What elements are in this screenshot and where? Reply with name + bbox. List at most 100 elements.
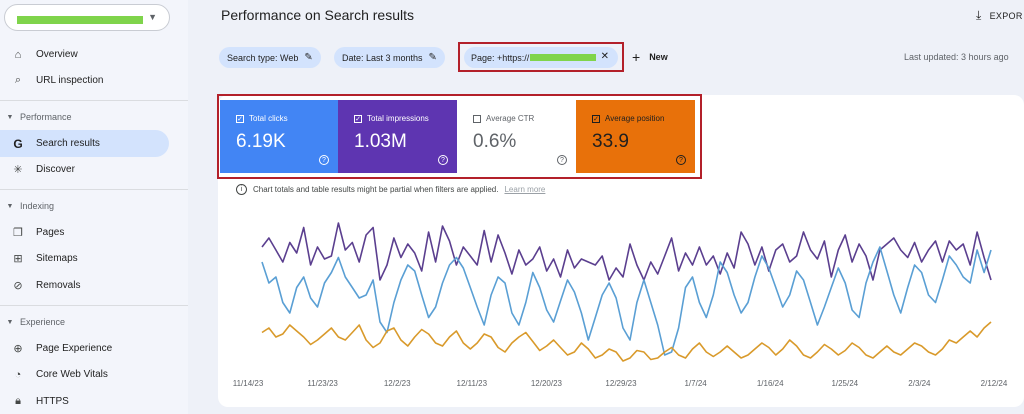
section-indexing[interactable]: ▼ Indexing: [0, 201, 55, 211]
highlight-box-metrics: [217, 94, 702, 179]
nav-label: URL inspection: [36, 75, 104, 86]
metric-value: 0.6%: [473, 131, 517, 152]
divider: [0, 100, 188, 101]
series-line-total-impressions: [261, 222, 992, 281]
metric-total-clicks[interactable]: ✓ Total clicks 6.19K ?: [220, 100, 338, 173]
x-tick-label: 11/23/23: [307, 379, 338, 388]
metric-average-ctr[interactable]: Average CTR 0.6% ?: [457, 100, 576, 173]
nav-overview[interactable]: ⌂ Overview: [0, 41, 169, 68]
sitemap-icon: ⊞: [13, 253, 23, 265]
metric-label: Average CTR: [486, 114, 535, 123]
nav-url-inspection[interactable]: ⌕ URL inspection: [0, 67, 169, 94]
metric-value: 1.03M: [354, 131, 407, 152]
x-tick-label: 2/12/24: [981, 379, 1008, 388]
section-performance[interactable]: ▼ Performance: [0, 112, 72, 122]
info-icon: i: [236, 184, 247, 195]
series-line-total-clicks: [261, 246, 992, 356]
nav-label: Core Web Vitals: [36, 369, 108, 380]
nav-pages[interactable]: ❐ Pages: [0, 219, 169, 246]
checkbox-checked-icon[interactable]: ✓: [592, 114, 600, 123]
metric-total-impressions[interactable]: ✓ Total impressions 1.03M ?: [338, 100, 457, 173]
sidebar: ▼ ⌂ Overview ⌕ URL inspection ▼ Performa…: [0, 0, 188, 414]
highlight-box-page-filter: Page: +https:// ✕: [458, 42, 624, 72]
export-label: EXPOR: [989, 10, 1023, 21]
nav-https[interactable]: 🔒︎ HTTPS: [0, 388, 169, 414]
nav-search-results[interactable]: G Search results: [0, 130, 169, 157]
collapse-icon: ▼: [6, 318, 14, 326]
checkbox-unchecked-icon[interactable]: [473, 114, 481, 123]
help-icon[interactable]: ?: [676, 155, 686, 165]
filter-date[interactable]: Date: Last 3 months ✎: [334, 47, 445, 68]
nav-removals[interactable]: ⊘ Removals: [0, 272, 169, 299]
nav-label: Removals: [36, 280, 81, 291]
x-tick-label: 12/2/23: [384, 379, 411, 388]
nav-sitemaps[interactable]: ⊞ Sitemaps: [0, 245, 169, 272]
gauge-icon: ◔: [14, 368, 22, 381]
metric-label: Total clicks: [249, 114, 288, 123]
google-g-icon: G: [13, 136, 23, 151]
new-label: New: [649, 52, 668, 62]
nav-core-web-vitals[interactable]: ◔ Core Web Vitals: [0, 361, 169, 388]
filter-page[interactable]: Page: +https:// ✕: [464, 47, 618, 68]
section-title: Experience: [20, 317, 66, 327]
performance-line-chart: 11/14/23 11/23/23 12/2/23 12/11/23 12/20/23 1…: [233, 222, 1008, 388]
help-icon[interactable]: ?: [319, 155, 329, 165]
metric-header: ✓ Average position: [592, 114, 695, 123]
section-title: Indexing: [20, 201, 55, 211]
x-tick-label: 12/11/23: [457, 379, 488, 388]
download-icon: ⤓: [976, 8, 982, 22]
series-line-average-position: [261, 321, 992, 362]
x-tick-label: 1/25/24: [831, 379, 858, 388]
metric-value: 6.19K: [236, 131, 286, 152]
close-icon[interactable]: ✕: [600, 51, 609, 62]
metric-value: 33.9: [592, 131, 629, 152]
asterisk-icon: ✳: [13, 164, 23, 176]
help-icon[interactable]: ?: [438, 155, 448, 165]
dropdown-caret-icon: ▼: [148, 12, 157, 22]
nav-label: Page Experience: [36, 343, 113, 354]
filter-search-type[interactable]: Search type: Web ✎: [219, 47, 321, 68]
collapse-icon: ▼: [6, 113, 14, 121]
x-tick-label: 12/29/23: [605, 379, 637, 388]
nav-label: Overview: [36, 49, 78, 60]
removals-icon: ⊘: [13, 280, 23, 292]
x-tick-label: 1/7/24: [684, 379, 707, 388]
page-title: Performance on Search results: [221, 7, 414, 23]
last-updated: Last updated: 3 hours ago: [904, 52, 1009, 62]
edit-pencil-icon: ✎: [304, 52, 313, 63]
chip-label: Date: Last 3 months: [342, 52, 423, 63]
metric-header: ✓ Total impressions: [354, 114, 457, 123]
plus-icon: +: [632, 49, 641, 65]
section-experience[interactable]: ▼ Experience: [0, 317, 66, 327]
nav-page-experience[interactable]: ⊕ Page Experience: [0, 335, 169, 362]
x-tick-label: 11/14/23: [233, 379, 264, 388]
redacted-property-name: [17, 16, 143, 24]
learn-more-link[interactable]: Learn more: [504, 185, 546, 194]
edit-pencil-icon: ✎: [428, 52, 437, 63]
section-title: Performance: [20, 112, 72, 122]
export-button[interactable]: ⤓ EXPOR: [976, 8, 1023, 23]
chip-label: Search type: Web: [227, 52, 299, 63]
new-filter-button[interactable]: + New: [632, 49, 668, 65]
x-tick-label: 1/16/24: [757, 379, 784, 388]
nav-label: HTTPS: [36, 396, 69, 407]
x-tick-label: 12/20/23: [531, 379, 563, 388]
metric-header: Average CTR: [473, 114, 576, 123]
pages-icon: ❐: [13, 227, 23, 239]
notice-text: Chart totals and table results might be …: [253, 185, 499, 194]
metric-label: Total impressions: [367, 114, 429, 123]
plus-circle-icon: ⊕: [13, 343, 23, 355]
partial-results-notice: i Chart totals and table results might b…: [236, 184, 545, 195]
checkbox-checked-icon[interactable]: ✓: [354, 114, 362, 123]
property-selector[interactable]: ▼: [4, 4, 170, 31]
nav-discover[interactable]: ✳ Discover: [0, 156, 169, 183]
nav-label: Sitemaps: [36, 253, 78, 264]
divider: [0, 305, 188, 306]
collapse-icon: ▼: [6, 202, 14, 210]
metric-average-position[interactable]: ✓ Average position 33.9 ?: [576, 100, 695, 173]
search-icon: ⌕: [14, 74, 22, 86]
nav-label: Discover: [36, 164, 75, 175]
help-icon[interactable]: ?: [557, 155, 567, 165]
checkbox-checked-icon[interactable]: ✓: [236, 114, 244, 123]
metric-label: Average position: [605, 114, 665, 123]
